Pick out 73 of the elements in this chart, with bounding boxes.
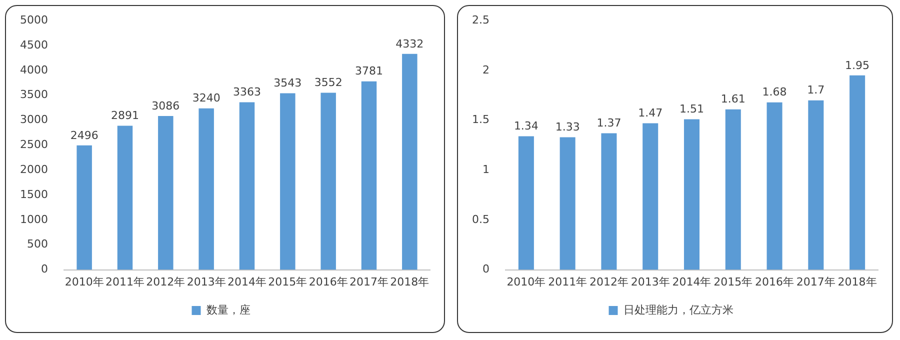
data-label: 3363 bbox=[232, 86, 261, 99]
y-tick-label: 1.5 bbox=[472, 113, 490, 126]
bar bbox=[402, 54, 418, 270]
x-tick-label: 2015年 bbox=[714, 275, 753, 288]
bar bbox=[808, 100, 824, 270]
y-tick-label: 4000 bbox=[20, 63, 48, 76]
bar bbox=[361, 81, 377, 270]
x-tick-label: 2016年 bbox=[755, 275, 794, 288]
data-label: 1.61 bbox=[720, 92, 746, 106]
data-label: 1.33 bbox=[555, 120, 580, 134]
x-tick-label: 2010年 bbox=[506, 275, 546, 288]
legend-label: 数量，座 bbox=[206, 303, 250, 316]
data-label: 3240 bbox=[192, 92, 220, 105]
bar bbox=[198, 108, 214, 270]
bar bbox=[158, 116, 174, 270]
x-tick-label: 2012年 bbox=[589, 275, 628, 288]
bar bbox=[518, 136, 534, 270]
data-label: 2891 bbox=[110, 109, 139, 122]
data-label: 3086 bbox=[152, 99, 180, 112]
x-tick-label: 2018年 bbox=[390, 275, 430, 288]
data-label: 1.7 bbox=[807, 84, 825, 97]
legend-label: 日处理能力，亿立方米 bbox=[623, 303, 734, 316]
y-tick-label: 4500 bbox=[20, 38, 48, 52]
y-tick-label: 0 bbox=[40, 262, 48, 276]
data-label: 1.37 bbox=[596, 116, 622, 130]
data-label: 2496 bbox=[70, 128, 98, 142]
bar bbox=[725, 109, 741, 270]
y-tick-label: 0.5 bbox=[472, 212, 490, 226]
bar bbox=[280, 93, 296, 270]
data-label: 3543 bbox=[274, 76, 302, 90]
x-tick-label: 2017年 bbox=[350, 275, 388, 288]
x-tick-label: 2018年 bbox=[838, 275, 877, 288]
bar bbox=[239, 102, 255, 270]
y-tick-label: 3000 bbox=[20, 113, 48, 126]
x-tick-label: 2010年 bbox=[64, 275, 104, 288]
bar bbox=[850, 75, 866, 270]
x-tick-label: 2016年 bbox=[308, 275, 348, 288]
y-tick-label: 2.5 bbox=[472, 13, 490, 26]
bar bbox=[320, 92, 336, 270]
y-tick-label: 5000 bbox=[20, 13, 48, 26]
x-tick-label: 2015年 bbox=[268, 275, 308, 288]
bar bbox=[642, 123, 658, 270]
data-label: 3781 bbox=[355, 64, 383, 78]
x-tick-label: 2017年 bbox=[796, 275, 836, 288]
bar bbox=[76, 145, 92, 270]
y-tick-label: 0 bbox=[482, 262, 490, 276]
x-tick-label: 2013年 bbox=[630, 275, 670, 288]
data-label: 1.68 bbox=[762, 86, 787, 99]
y-tick-label: 3500 bbox=[20, 88, 48, 102]
data-label: 1.95 bbox=[845, 58, 870, 72]
bar bbox=[601, 133, 617, 270]
x-tick-label: 2011年 bbox=[105, 275, 144, 288]
y-tick-label: 1000 bbox=[20, 212, 48, 226]
x-tick-label: 2011年 bbox=[548, 275, 588, 288]
data-label: 1.34 bbox=[514, 120, 538, 133]
y-tick-label: 1 bbox=[482, 162, 490, 176]
y-tick-label: 2500 bbox=[20, 138, 48, 152]
bar bbox=[117, 126, 133, 270]
bar bbox=[684, 119, 700, 270]
x-tick-label: 2012年 bbox=[146, 275, 186, 288]
y-tick-label: 2 bbox=[482, 63, 490, 76]
bar bbox=[766, 102, 782, 270]
x-tick-label: 2013年 bbox=[186, 275, 226, 288]
x-tick-label: 2014年 bbox=[672, 275, 712, 288]
x-tick-label: 2014年 bbox=[227, 275, 266, 288]
data-label: 4332 bbox=[396, 37, 424, 50]
data-label: 1.51 bbox=[679, 102, 704, 116]
y-tick-label: 2000 bbox=[20, 162, 48, 176]
data-label: 1.47 bbox=[638, 106, 663, 120]
y-tick-label: 1500 bbox=[20, 188, 48, 201]
bar bbox=[560, 137, 576, 270]
y-tick-label: 500 bbox=[26, 238, 48, 251]
data-label: 3552 bbox=[314, 76, 342, 90]
